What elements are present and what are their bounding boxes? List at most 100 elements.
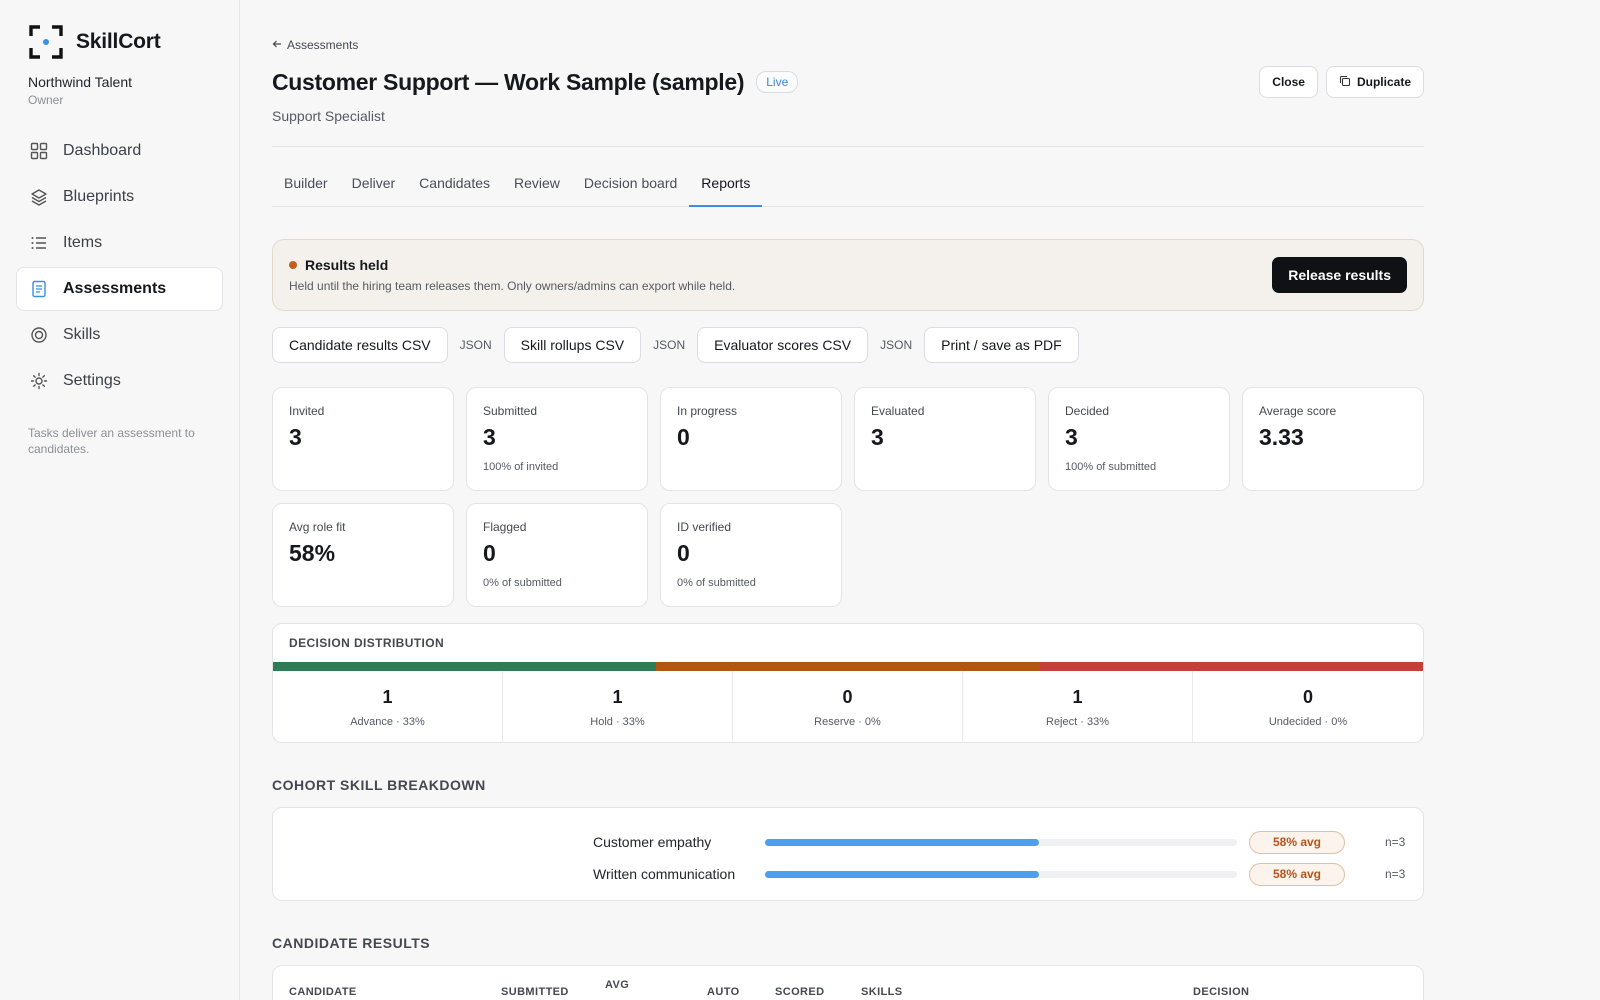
stat-value: 3 — [871, 424, 884, 450]
layers-icon — [29, 187, 49, 207]
sidebar-item-dashboard[interactable]: Dashboard — [16, 129, 223, 173]
back-link[interactable]: Assessments — [272, 38, 1424, 52]
sidebar-item-settings[interactable]: Settings — [16, 359, 223, 403]
stat-card-avg-role-fit: Avg role fit 58% — [272, 503, 454, 607]
header-divider — [272, 146, 1424, 147]
column-header-candidate[interactable]: CANDIDATE — [289, 986, 357, 998]
skill-bar-fill — [765, 838, 1039, 846]
decision-segment-hold — [656, 662, 1040, 671]
stat-label: ID verified — [677, 520, 732, 534]
stat-card-id-verified: ID verified 0 0% of submitted — [660, 503, 842, 607]
banner-title: Results held — [305, 257, 389, 273]
brand-name: SkillCort — [76, 30, 161, 53]
close-button[interactable]: Close — [1259, 66, 1318, 98]
stats-grid: Invited 3 Submitted 3 100% of invited In… — [272, 387, 1424, 607]
stat-sub: 0% of submitted — [677, 577, 756, 589]
release-results-button[interactable]: Release results — [1272, 257, 1407, 293]
decision-cell-undecided: 0 Undecided · 0% — [1193, 671, 1423, 742]
duplicate-button[interactable]: Duplicate — [1325, 66, 1424, 98]
skill-avg-badge: 58% avg — [1249, 830, 1345, 854]
column-header-avg[interactable]: AVG — [605, 979, 630, 991]
decision-cell-hold: 1 Hold · 33% — [503, 671, 733, 742]
sidebar-item-label: Dashboard — [63, 142, 142, 159]
sidebar-item-label: Blueprints — [63, 188, 135, 205]
stat-value: 3 — [289, 424, 302, 450]
stat-value: 3.33 — [1259, 424, 1304, 450]
status-badge: Live — [756, 71, 799, 93]
decision-label: Hold · 33% — [590, 716, 645, 728]
sidebar-note: Tasks deliver an assessment to candidate… — [28, 426, 195, 456]
sun-gear-icon — [29, 371, 49, 391]
tab-builder[interactable]: Builder — [284, 175, 328, 191]
export-toolbar: Candidate results CSV JSON Skill rollups… — [272, 327, 1424, 363]
decision-distribution-title: DECISION DISTRIBUTION — [289, 636, 445, 650]
stat-sub: 0% of submitted — [483, 577, 562, 589]
sidebar-item-skills[interactable]: Skills — [16, 313, 223, 357]
held-status-dot — [289, 261, 297, 269]
brand[interactable]: SkillCort — [16, 24, 223, 60]
sidebar-item-label: Assessments — [63, 280, 167, 297]
print-pdf-button[interactable]: Print / save as PDF — [924, 327, 1079, 363]
back-link-label: Assessments — [287, 38, 359, 52]
skill-count: n=3 — [1385, 835, 1406, 849]
decision-label: Advance · 33% — [350, 716, 425, 728]
org-name: Northwind Talent — [28, 74, 133, 90]
evaluator-scores-json-link[interactable]: JSON — [880, 338, 913, 352]
banner-description: Held until the hiring team releases them… — [289, 279, 736, 293]
column-header-skills[interactable]: SKILLS — [861, 986, 903, 998]
skill-rollups-csv-button[interactable]: Skill rollups CSV — [503, 327, 642, 363]
clipboard-icon — [29, 279, 49, 299]
results-held-banner: Results held Held until the hiring team … — [272, 239, 1424, 311]
skill-avg-badge: 58% avg — [1249, 862, 1345, 886]
skill-name: Customer empathy — [593, 834, 712, 850]
skill-bar-fill — [765, 870, 1039, 878]
stat-card-submitted: Submitted 3 100% of invited — [466, 387, 648, 491]
skill-bar-track — [765, 870, 1237, 878]
tab-bar: Builder Deliver Candidates Review Decisi… — [272, 175, 1424, 207]
evaluator-scores-csv-button[interactable]: Evaluator scores CSV — [697, 327, 869, 363]
sidebar-item-blueprints[interactable]: Blueprints — [16, 175, 223, 219]
candidate-results-csv-button[interactable]: Candidate results CSV — [272, 327, 448, 363]
column-header-auto[interactable]: AUTO — [707, 986, 740, 998]
decision-cell-advance: 1 Advance · 33% — [273, 671, 503, 742]
decision-count: 1 — [1072, 687, 1083, 707]
org-role: Owner — [28, 93, 64, 107]
sidebar-item-assessments[interactable]: Assessments — [16, 267, 223, 311]
tab-candidates[interactable]: Candidates — [419, 175, 490, 191]
stat-label: Submitted — [483, 404, 538, 418]
candidate-results-json-link[interactable]: JSON — [459, 338, 492, 352]
decision-distribution-card: DECISION DISTRIBUTION 1 Advance · 33% 1 … — [272, 623, 1424, 743]
stat-sub: 100% of submitted — [1065, 461, 1157, 473]
sidebar-item-items[interactable]: Items — [16, 221, 223, 265]
tab-decision-board[interactable]: Decision board — [583, 175, 678, 191]
tab-review[interactable]: Review — [514, 175, 560, 191]
stat-label: In progress — [677, 404, 738, 418]
stat-value: 0 — [677, 540, 690, 566]
skill-row: Customer empathy 58% avg n=3 — [273, 830, 1423, 854]
decision-cell-reject: 1 Reject · 33% — [963, 671, 1193, 742]
decision-label: Reserve · 0% — [814, 716, 881, 728]
skill-bar-track — [765, 838, 1237, 846]
decision-count: 1 — [612, 687, 623, 707]
column-header-scored[interactable]: SCORED — [775, 986, 825, 998]
cohort-skill-title: COHORT SKILL BREAKDOWN — [272, 777, 486, 793]
skill-rollups-json-link[interactable]: JSON — [653, 338, 686, 352]
stat-card-decided: Decided 3 100% of submitted — [1048, 387, 1230, 491]
skill-row: Written communication 58% avg n=3 — [273, 862, 1423, 886]
stat-label: Average score — [1259, 404, 1337, 418]
target-icon — [29, 325, 49, 345]
tab-deliver[interactable]: Deliver — [351, 175, 396, 191]
skill-count: n=3 — [1385, 867, 1406, 881]
stat-sub: 100% of invited — [483, 461, 559, 473]
skill-name: Written communication — [593, 866, 736, 882]
stat-label: Evaluated — [871, 404, 925, 418]
stat-card-flagged: Flagged 0 0% of submitted — [466, 503, 648, 607]
tab-reports[interactable]: Reports — [689, 175, 763, 207]
column-header-decision[interactable]: DECISION — [1193, 986, 1250, 998]
sidebar-nav: Dashboard Blueprints Items Assessments — [16, 129, 223, 403]
page-subtitle: Support Specialist — [272, 108, 385, 124]
decision-count: 0 — [842, 687, 853, 707]
stat-card-average-score: Average score 3.33 — [1242, 387, 1424, 491]
column-header-submitted[interactable]: SUBMITTED — [501, 986, 569, 998]
cohort-skill-card: Customer empathy 58% avg n=3 Written com… — [272, 807, 1424, 901]
